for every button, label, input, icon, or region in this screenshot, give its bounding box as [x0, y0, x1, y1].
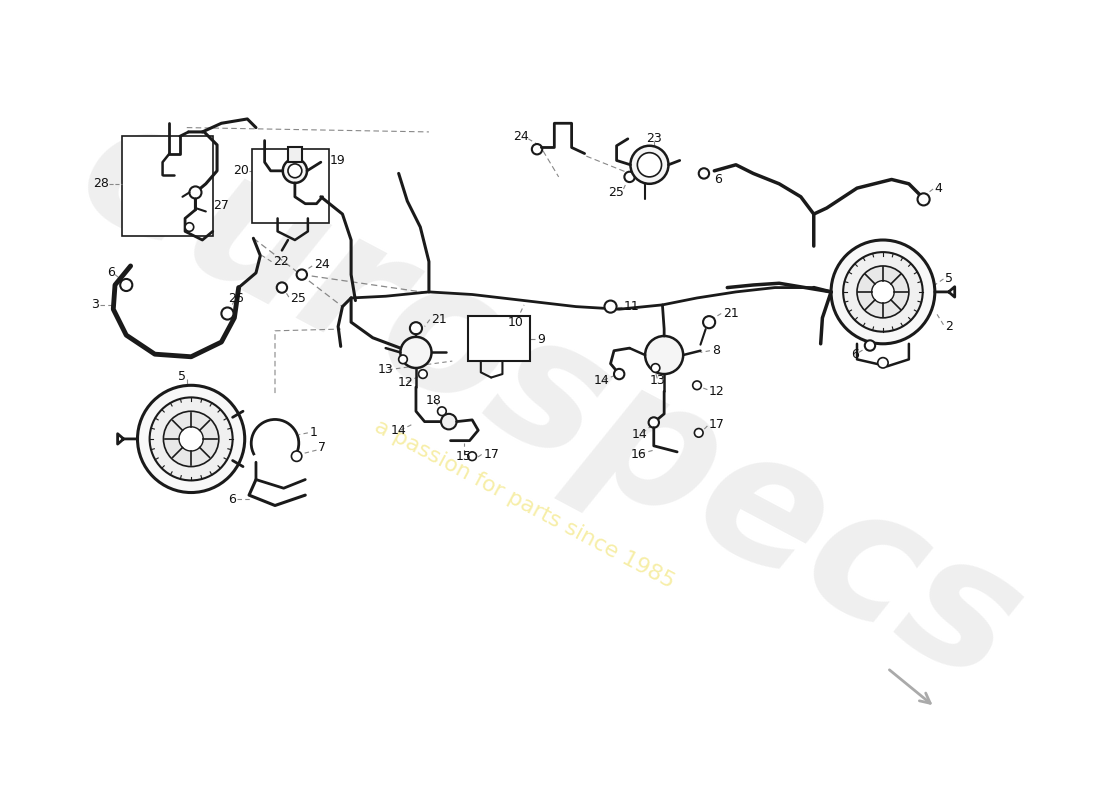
Circle shape [625, 172, 635, 182]
Circle shape [189, 186, 201, 198]
Text: 6: 6 [714, 173, 723, 186]
Bar [252, 150, 330, 222]
Circle shape [871, 281, 894, 303]
Circle shape [221, 307, 233, 319]
Circle shape [637, 153, 661, 177]
Text: 21: 21 [431, 313, 448, 326]
Circle shape [179, 427, 204, 451]
Text: 7: 7 [318, 441, 327, 454]
Text: 9: 9 [537, 333, 544, 346]
Circle shape [410, 322, 422, 334]
Text: 26: 26 [228, 292, 244, 306]
Circle shape [605, 301, 617, 313]
Text: 23: 23 [646, 132, 661, 146]
Text: 20: 20 [233, 164, 249, 178]
Bar [122, 136, 212, 236]
Circle shape [185, 222, 194, 231]
Text: 13: 13 [649, 374, 666, 387]
Circle shape [120, 279, 132, 291]
Circle shape [630, 146, 669, 184]
Circle shape [277, 282, 287, 293]
Text: 14: 14 [390, 424, 407, 437]
Circle shape [832, 240, 935, 344]
Circle shape [297, 270, 307, 280]
Circle shape [419, 370, 427, 378]
Text: 3: 3 [90, 298, 99, 311]
Circle shape [703, 316, 715, 328]
Text: a passion for parts since 1985: a passion for parts since 1985 [371, 416, 678, 592]
Circle shape [649, 418, 659, 428]
Circle shape [400, 337, 431, 368]
Circle shape [917, 194, 930, 206]
Text: 24: 24 [513, 130, 528, 142]
Circle shape [698, 168, 710, 178]
Text: 15: 15 [455, 450, 472, 462]
Text: 6: 6 [851, 348, 859, 361]
Text: 18: 18 [426, 394, 441, 406]
Text: 11: 11 [624, 300, 639, 313]
Text: 14: 14 [632, 428, 648, 441]
Circle shape [857, 266, 909, 318]
Text: 24: 24 [314, 258, 330, 270]
Circle shape [614, 369, 625, 379]
Circle shape [150, 398, 232, 481]
Circle shape [468, 452, 476, 461]
Circle shape [398, 355, 407, 364]
Text: 10: 10 [507, 316, 524, 329]
Text: 2: 2 [945, 320, 953, 333]
Circle shape [844, 252, 923, 332]
Text: 25: 25 [290, 292, 307, 306]
Text: 13: 13 [377, 363, 394, 376]
Circle shape [693, 381, 702, 390]
Text: 6: 6 [108, 266, 115, 279]
Text: 17: 17 [710, 418, 725, 430]
Circle shape [283, 158, 307, 183]
Circle shape [651, 364, 660, 372]
Circle shape [694, 429, 703, 437]
Text: 22: 22 [273, 255, 289, 268]
Circle shape [865, 340, 876, 350]
Text: 14: 14 [594, 374, 609, 387]
Circle shape [164, 411, 219, 466]
Circle shape [531, 144, 542, 154]
Text: 12: 12 [398, 376, 414, 390]
Text: 27: 27 [212, 199, 229, 212]
Text: 25: 25 [607, 186, 624, 199]
Bar [468, 316, 530, 361]
Text: 12: 12 [710, 385, 725, 398]
Text: 28: 28 [94, 178, 109, 190]
Text: 21: 21 [723, 307, 739, 320]
Text: 6: 6 [228, 493, 235, 506]
Circle shape [292, 451, 301, 462]
Circle shape [438, 407, 447, 415]
Circle shape [645, 336, 683, 374]
Text: 8: 8 [712, 344, 719, 358]
Circle shape [878, 358, 888, 368]
Text: 19: 19 [330, 154, 345, 167]
Text: 4: 4 [935, 182, 943, 194]
Text: 1: 1 [309, 426, 318, 439]
Text: 16: 16 [630, 448, 646, 461]
Text: eurospecs: eurospecs [51, 79, 1049, 721]
Text: 5: 5 [178, 370, 187, 383]
Text: 5: 5 [945, 273, 954, 286]
Text: 17: 17 [483, 448, 499, 461]
Circle shape [288, 164, 301, 178]
Circle shape [441, 414, 456, 430]
Bar [288, 146, 301, 162]
Circle shape [138, 386, 244, 493]
